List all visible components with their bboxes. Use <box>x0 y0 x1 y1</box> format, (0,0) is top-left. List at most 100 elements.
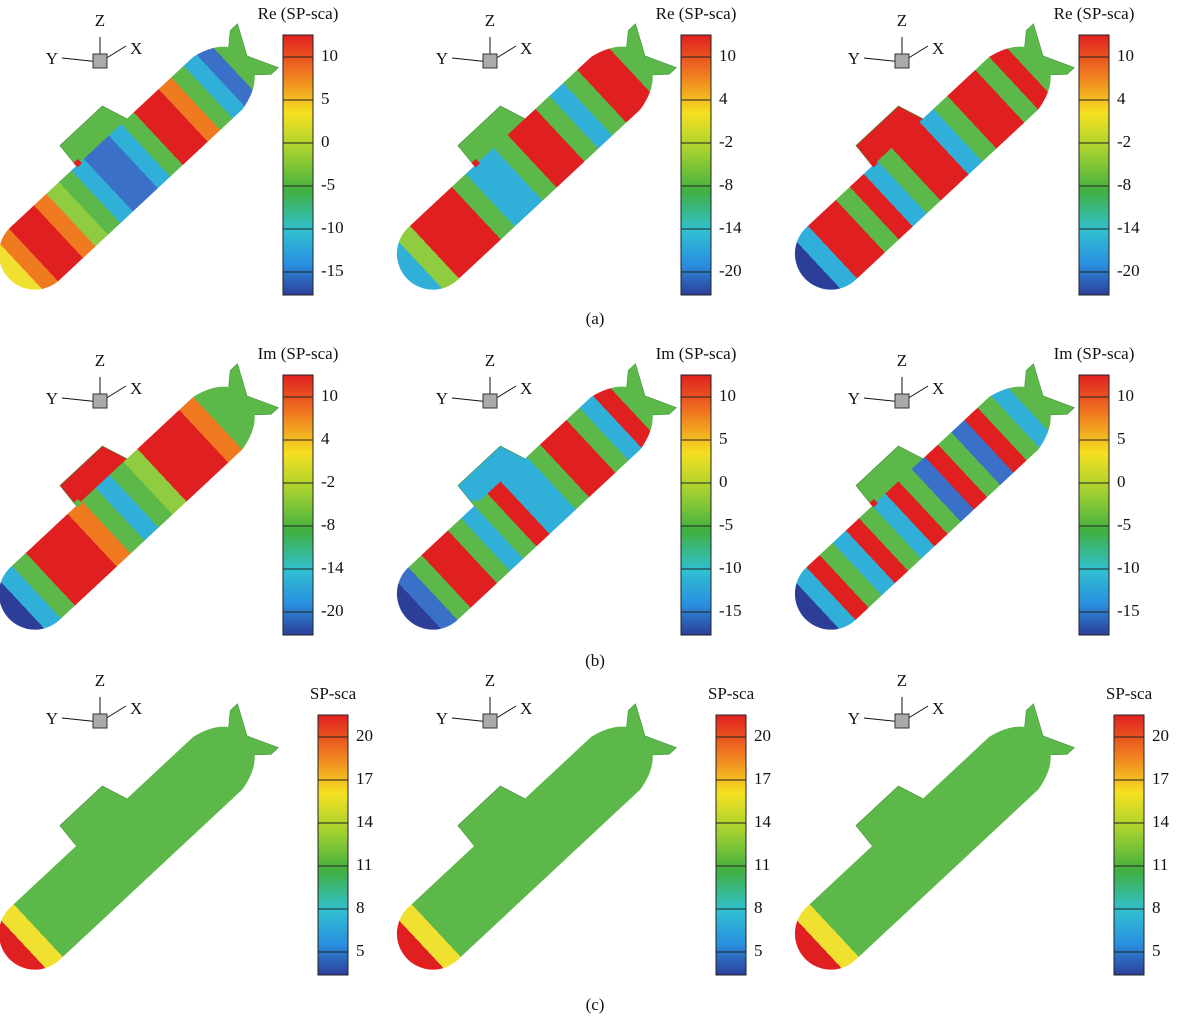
colorbar-tick-label: 5 <box>1117 429 1126 448</box>
triad-label: X <box>520 379 532 398</box>
triad-label: Y <box>436 389 448 408</box>
axis-triad: ZYX <box>848 671 945 728</box>
triad-cube <box>895 54 909 68</box>
colorbar-tick-label: 8 <box>754 898 763 917</box>
hull <box>780 371 1066 645</box>
colorbar-title: Re (SP-sca) <box>258 4 339 23</box>
triad-label: X <box>932 699 944 718</box>
colorbar-tick-label: -5 <box>719 515 733 534</box>
colorbar-tick-label: -20 <box>719 261 742 280</box>
colorbar <box>681 35 711 295</box>
hull <box>382 711 668 985</box>
axis-triad: ZYX <box>46 351 143 408</box>
triad-label: Y <box>46 49 58 68</box>
triad-label: Y <box>46 709 58 728</box>
triad-label: Z <box>485 671 495 690</box>
colorbar-tick-label: -20 <box>1117 261 1140 280</box>
triad-cube <box>483 714 497 728</box>
triad-label: Z <box>897 671 907 690</box>
colorbar-title: Im (SP-sca) <box>1054 344 1135 363</box>
colorbar-tick-label: 0 <box>1117 472 1126 491</box>
axis-triad: ZYX <box>46 11 143 68</box>
caption: (b) <box>585 651 605 670</box>
colorbar-tick-label: 11 <box>1152 855 1168 874</box>
triad-label: X <box>520 699 532 718</box>
colorbar <box>283 35 313 295</box>
colorbar-tick-label: -8 <box>719 175 733 194</box>
triad-label: X <box>932 379 944 398</box>
hull <box>382 31 668 305</box>
colorbar <box>318 715 348 975</box>
colorbar-title: SP-sca <box>310 684 357 703</box>
colorbar-tick-label: -5 <box>321 175 335 194</box>
colorbar-tick-label: -14 <box>719 218 742 237</box>
colorbar-tick-label: 10 <box>719 46 736 65</box>
colorbar-tick-label: -5 <box>1117 515 1131 534</box>
submarine <box>762 340 1078 644</box>
triad-cube <box>93 54 107 68</box>
caption: (c) <box>586 995 605 1014</box>
colorbar-tick-label: -2 <box>719 132 733 151</box>
hull <box>0 371 270 645</box>
submarine <box>762 0 1078 304</box>
caption: (a) <box>586 309 605 328</box>
triad-cube <box>483 54 497 68</box>
triad-label: Z <box>485 351 495 370</box>
colorbar-title: Re (SP-sca) <box>656 4 737 23</box>
colorbar-tick-label: 4 <box>1117 89 1126 108</box>
colorbar-tick-label: 14 <box>356 812 374 831</box>
colorbar-tick-label: 8 <box>1152 898 1161 917</box>
colorbar-tick-label: -15 <box>719 601 742 620</box>
colorbar-tick-label: 10 <box>719 386 736 405</box>
colorbar-title: Im (SP-sca) <box>258 344 339 363</box>
colorbar-title: Re (SP-sca) <box>1054 4 1135 23</box>
colorbar-tick-label: -2 <box>321 472 335 491</box>
triad-label: Y <box>848 49 860 68</box>
colorbar-title: Im (SP-sca) <box>656 344 737 363</box>
hull <box>0 711 270 985</box>
colorbar <box>283 375 313 635</box>
colorbar-title: SP-sca <box>708 684 755 703</box>
triad-label: X <box>520 39 532 58</box>
colorbar-tick-label: -14 <box>1117 218 1140 237</box>
axis-triad: ZYX <box>848 11 945 68</box>
colorbar-tick-label: -20 <box>321 601 344 620</box>
colorbar-tick-label: 5 <box>754 941 763 960</box>
panel: ZYXIm (SP-sca)1050-5-10-15 <box>762 340 1139 644</box>
colorbar-tick-label: -10 <box>719 558 742 577</box>
colorbar-tick-label: 17 <box>1152 769 1170 788</box>
colorbar-tick-label: 5 <box>356 941 365 960</box>
colorbar-tick-label: 11 <box>356 855 372 874</box>
colorbar-tick-label: -8 <box>321 515 335 534</box>
colorbar <box>1114 715 1144 975</box>
colorbar-tick-label: 0 <box>321 132 330 151</box>
triad-label: Z <box>897 351 907 370</box>
hull <box>780 711 1066 985</box>
colorbar <box>716 715 746 975</box>
panel: ZYXSP-sca2017141185 <box>0 671 373 985</box>
colorbar <box>1079 375 1109 635</box>
colorbar-tick-label: 14 <box>754 812 772 831</box>
colorbar <box>1079 35 1109 295</box>
submarine <box>364 680 680 984</box>
panel: ZYXRe (SP-sca)104-2-8-14-20 <box>364 0 742 304</box>
triad-label: X <box>932 39 944 58</box>
colorbar-tick-label: 14 <box>1152 812 1170 831</box>
colorbar-title: SP-sca <box>1106 684 1153 703</box>
triad-label: Z <box>95 11 105 30</box>
colorbar-tick-label: 5 <box>719 429 728 448</box>
triad-cube <box>93 714 107 728</box>
triad-label: Y <box>46 389 58 408</box>
colorbar-tick-label: 10 <box>321 386 338 405</box>
colorbar-tick-label: -14 <box>321 558 344 577</box>
colorbar-tick-label: 5 <box>1152 941 1161 960</box>
triad-label: Z <box>95 671 105 690</box>
hull <box>0 31 270 305</box>
triad-label: X <box>130 379 142 398</box>
triad-label: Y <box>848 389 860 408</box>
colorbar-tick-label: 4 <box>321 429 330 448</box>
